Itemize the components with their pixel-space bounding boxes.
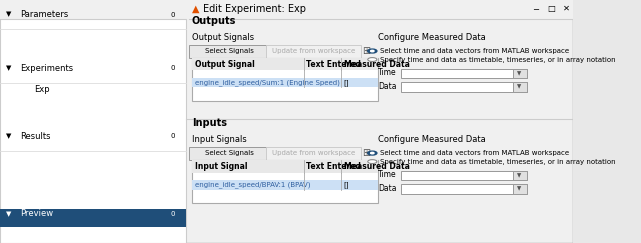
Bar: [192, 58, 378, 101]
Text: Inputs: Inputs: [192, 118, 227, 128]
Text: ─: ─: [533, 4, 538, 13]
Text: Select Signals: Select Signals: [204, 48, 254, 54]
Text: Specify time and data as timetable, timeseries, or in array notation: Specify time and data as timetable, time…: [379, 159, 615, 165]
Text: Results: Results: [20, 131, 51, 141]
Text: ▼: ▼: [6, 12, 13, 17]
Text: ▼: ▼: [517, 85, 522, 89]
FancyBboxPatch shape: [267, 147, 361, 160]
Text: Input Signals: Input Signals: [192, 135, 247, 144]
Text: engine_idle_speed/Sum:1 (Engine Speed): engine_idle_speed/Sum:1 (Engine Speed): [195, 79, 340, 86]
Text: ⊞: ⊞: [363, 46, 370, 56]
Bar: [0, 0, 573, 19]
Text: Configure Measured Data: Configure Measured Data: [378, 135, 486, 144]
Text: Specify time and data as timetable, timeseries, or in array notation: Specify time and data as timetable, time…: [379, 57, 615, 62]
Text: □: □: [547, 4, 555, 13]
Bar: [0, 209, 186, 227]
Text: Select Signals: Select Signals: [204, 150, 254, 156]
Text: []: []: [344, 181, 349, 188]
Text: Text Entered: Text Entered: [306, 162, 362, 171]
Circle shape: [370, 152, 374, 154]
Text: Data: Data: [378, 184, 397, 193]
Bar: [401, 184, 527, 194]
Bar: [401, 171, 527, 180]
Text: ▼: ▼: [517, 187, 522, 191]
Text: ▼: ▼: [6, 133, 13, 139]
Text: ▼: ▼: [6, 65, 13, 71]
Circle shape: [370, 50, 374, 52]
Circle shape: [368, 58, 377, 61]
Bar: [401, 82, 527, 92]
Text: Time: Time: [378, 68, 397, 78]
Text: Data: Data: [378, 82, 397, 91]
Text: ▼: ▼: [517, 173, 522, 178]
Text: Edit Experiment: Exp: Edit Experiment: Exp: [203, 3, 306, 14]
Text: ▲: ▲: [192, 3, 199, 14]
Text: Configure Measured Data: Configure Measured Data: [378, 33, 486, 42]
Text: engine_idle_speed/BPAV:1 (BPAV): engine_idle_speed/BPAV:1 (BPAV): [195, 181, 310, 188]
Text: Select time and data vectors from MATLAB workspace: Select time and data vectors from MATLAB…: [379, 48, 569, 54]
Text: ▼: ▼: [6, 211, 13, 217]
Bar: [192, 78, 378, 87]
Text: Text Entered: Text Entered: [306, 60, 362, 69]
Text: Input Signal: Input Signal: [195, 162, 247, 171]
FancyBboxPatch shape: [189, 45, 269, 58]
Text: ▼: ▼: [517, 71, 522, 76]
Text: Preview: Preview: [20, 209, 53, 218]
Text: []: []: [344, 79, 349, 86]
Text: Update from workspace: Update from workspace: [272, 150, 355, 156]
Text: Outputs: Outputs: [192, 16, 237, 26]
Bar: [192, 180, 378, 190]
Text: Select time and data vectors from MATLAB workspace: Select time and data vectors from MATLAB…: [379, 150, 569, 156]
Bar: [192, 58, 378, 70]
Text: Experiments: Experiments: [20, 63, 73, 73]
Text: Time: Time: [378, 170, 397, 180]
Text: Update from workspace: Update from workspace: [272, 48, 355, 54]
Text: Measured Data: Measured Data: [344, 60, 410, 69]
Bar: [513, 184, 527, 194]
Text: Output Signals: Output Signals: [192, 33, 254, 42]
Text: 0: 0: [171, 133, 175, 139]
Circle shape: [368, 160, 377, 164]
Text: Measured Data: Measured Data: [344, 162, 410, 171]
Bar: [192, 160, 378, 173]
Bar: [513, 69, 527, 78]
FancyBboxPatch shape: [267, 45, 361, 58]
Text: Parameters: Parameters: [20, 10, 69, 19]
Text: ✕: ✕: [563, 4, 569, 13]
Bar: [513, 82, 527, 92]
Text: Exp: Exp: [35, 85, 50, 95]
Text: ⊞: ⊞: [363, 148, 370, 158]
Bar: [0, 19, 186, 243]
Bar: [401, 69, 527, 78]
Circle shape: [368, 151, 377, 155]
Bar: [513, 171, 527, 180]
Circle shape: [368, 49, 377, 53]
Text: Output Signal: Output Signal: [195, 60, 254, 69]
FancyBboxPatch shape: [0, 0, 573, 243]
Text: 0: 0: [171, 12, 175, 17]
Text: 0: 0: [171, 65, 175, 71]
FancyBboxPatch shape: [189, 147, 269, 160]
Text: 0: 0: [171, 211, 175, 217]
Bar: [192, 160, 378, 203]
